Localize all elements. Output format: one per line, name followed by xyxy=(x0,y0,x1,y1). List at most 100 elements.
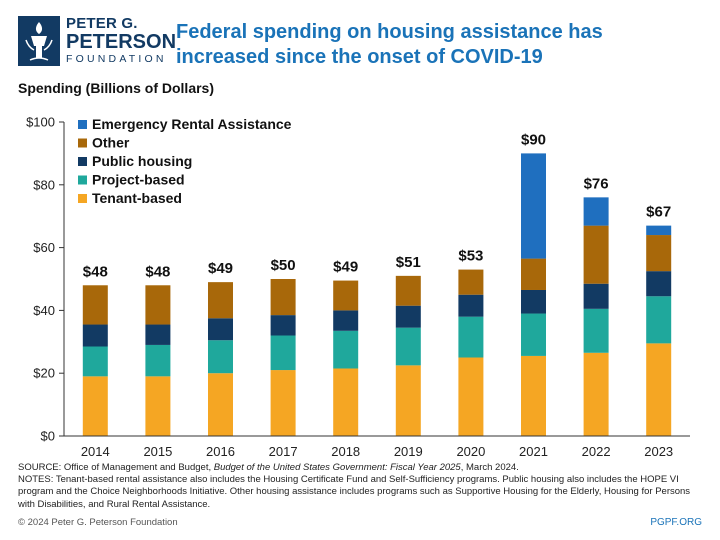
bar-segment xyxy=(646,235,672,272)
total-label: $50 xyxy=(271,257,296,274)
source-prefix: SOURCE: Office of Management and Budget, xyxy=(18,462,214,473)
bar-segment xyxy=(270,370,296,436)
x-tick-label: 2016 xyxy=(206,444,235,459)
total-label: $67 xyxy=(646,204,671,221)
y-tick-label: $0 xyxy=(41,429,55,444)
bar-segment xyxy=(270,335,296,371)
bar-segment xyxy=(521,258,546,290)
bar-segment xyxy=(458,316,484,358)
y-tick-label: $100 xyxy=(26,115,55,130)
source-line: SOURCE: Office of Management and Budget,… xyxy=(18,462,708,474)
bar-segment xyxy=(395,275,421,306)
notes-text: NOTES: Tenant-based rental assistance al… xyxy=(18,474,691,510)
x-tick-label: 2021 xyxy=(519,444,548,459)
bar-segment xyxy=(270,279,296,316)
bar-segment xyxy=(521,355,546,436)
bar-segment xyxy=(145,324,171,345)
source-suffix: , March 2024. xyxy=(460,462,519,473)
bar-segment xyxy=(646,296,672,344)
bar-segment xyxy=(646,225,672,236)
source-title: Budget of the United States Government: … xyxy=(213,462,461,473)
bar-segment xyxy=(583,352,609,436)
bar-segment xyxy=(82,376,108,436)
total-label: $51 xyxy=(396,254,421,271)
chart-title: Federal spending on housing assistance h… xyxy=(176,21,603,68)
notes: SOURCE: Office of Management and Budget,… xyxy=(18,462,708,511)
bar-segment xyxy=(646,271,672,297)
bar-segment xyxy=(145,376,171,436)
total-label: $49 xyxy=(208,260,233,277)
y-tick-label: $60 xyxy=(33,240,55,255)
bar-segment xyxy=(333,330,359,369)
total-label: $76 xyxy=(584,175,609,192)
bar-segment xyxy=(82,285,108,325)
logo-line-1: PETER G. xyxy=(66,15,138,32)
legend-swatch xyxy=(78,138,87,148)
bars: $48 $48 $49 $50 $49 $51 $53 $90 $76 $67 xyxy=(83,131,671,436)
bar-segment xyxy=(208,340,233,374)
x-axis: 2014 2015 2016 2017 2018 2019 2020 2021 2022 2023 xyxy=(64,435,690,459)
bar-segment xyxy=(583,197,609,226)
x-tick-label: 2023 xyxy=(644,444,673,459)
copyright: © 2024 Peter G. Peterson Foundation xyxy=(18,517,178,528)
x-tick-label: 2019 xyxy=(394,444,423,459)
y-axis-title: Spending (Billions of Dollars) xyxy=(18,80,214,96)
bar-segment xyxy=(333,368,359,436)
bar-segment xyxy=(333,280,359,311)
header: PETER G. PETERSON FOUNDATION Federal spe… xyxy=(0,0,720,80)
legend-label: Public housing xyxy=(92,153,192,169)
bar-segment xyxy=(458,294,484,317)
bar-segment xyxy=(395,305,421,328)
y-tick-label: $40 xyxy=(33,303,55,318)
legend-label: Project-based xyxy=(92,172,185,188)
bar-segment xyxy=(270,315,296,336)
legend-label: Emergency Rental Assistance xyxy=(92,116,292,132)
x-tick-label: 2014 xyxy=(81,444,110,459)
stacked-bar-chart: $0 $20 $40 $60 $80 $100 $48 $48 $49 $50 $49 $51 $53… xyxy=(26,115,690,459)
total-label: $90 xyxy=(521,131,546,148)
bar-segment xyxy=(583,225,609,284)
bar-segment xyxy=(82,346,108,377)
site-link[interactable]: PGPF.ORG xyxy=(650,517,702,528)
x-tick-label: 2020 xyxy=(456,444,485,459)
bar-segment xyxy=(583,308,609,353)
legend-swatch xyxy=(78,157,87,166)
total-label: $48 xyxy=(83,263,108,280)
legend-label: Other xyxy=(92,135,130,151)
pgpf-logo[interactable]: PETER G. PETERSON FOUNDATION xyxy=(18,15,176,68)
bar-segment xyxy=(395,327,421,366)
y-tick-label: $20 xyxy=(33,366,55,381)
bar-segment xyxy=(145,285,171,325)
logo-line-2: PETERSON xyxy=(66,31,177,53)
y-axis: $0 $20 $40 $60 $80 $100 xyxy=(26,115,65,444)
legend-swatch xyxy=(78,175,87,185)
bar-segment xyxy=(521,289,546,314)
bar-segment xyxy=(646,343,672,436)
total-label: $48 xyxy=(145,263,170,280)
total-label: $49 xyxy=(333,259,358,276)
bar-segment xyxy=(521,153,546,259)
bar-segment xyxy=(208,282,233,319)
bar-segment xyxy=(208,318,233,341)
x-tick-label: 2015 xyxy=(143,444,172,459)
legend-swatch xyxy=(78,120,87,129)
bar-segment xyxy=(521,313,546,356)
bar-segment xyxy=(333,310,359,331)
x-tick-label: 2022 xyxy=(582,444,611,459)
legend: Emergency Rental Assistance Other Public h… xyxy=(78,116,292,206)
legend-label: Tenant-based xyxy=(92,190,182,206)
bar-segment xyxy=(145,344,171,377)
bar-segment xyxy=(458,269,484,295)
legend-swatch xyxy=(78,194,87,203)
x-tick-label: 2017 xyxy=(269,444,298,459)
bar-segment xyxy=(208,373,233,436)
logo-line-3: FOUNDATION xyxy=(66,53,167,65)
bar-segment xyxy=(583,283,609,309)
bar-segment xyxy=(82,324,108,347)
torch-icon xyxy=(18,16,60,66)
total-label: $53 xyxy=(458,248,483,265)
y-tick-label: $80 xyxy=(33,177,55,192)
bar-segment xyxy=(395,365,421,436)
x-tick-label: 2018 xyxy=(331,444,360,459)
bar-segment xyxy=(458,357,484,436)
